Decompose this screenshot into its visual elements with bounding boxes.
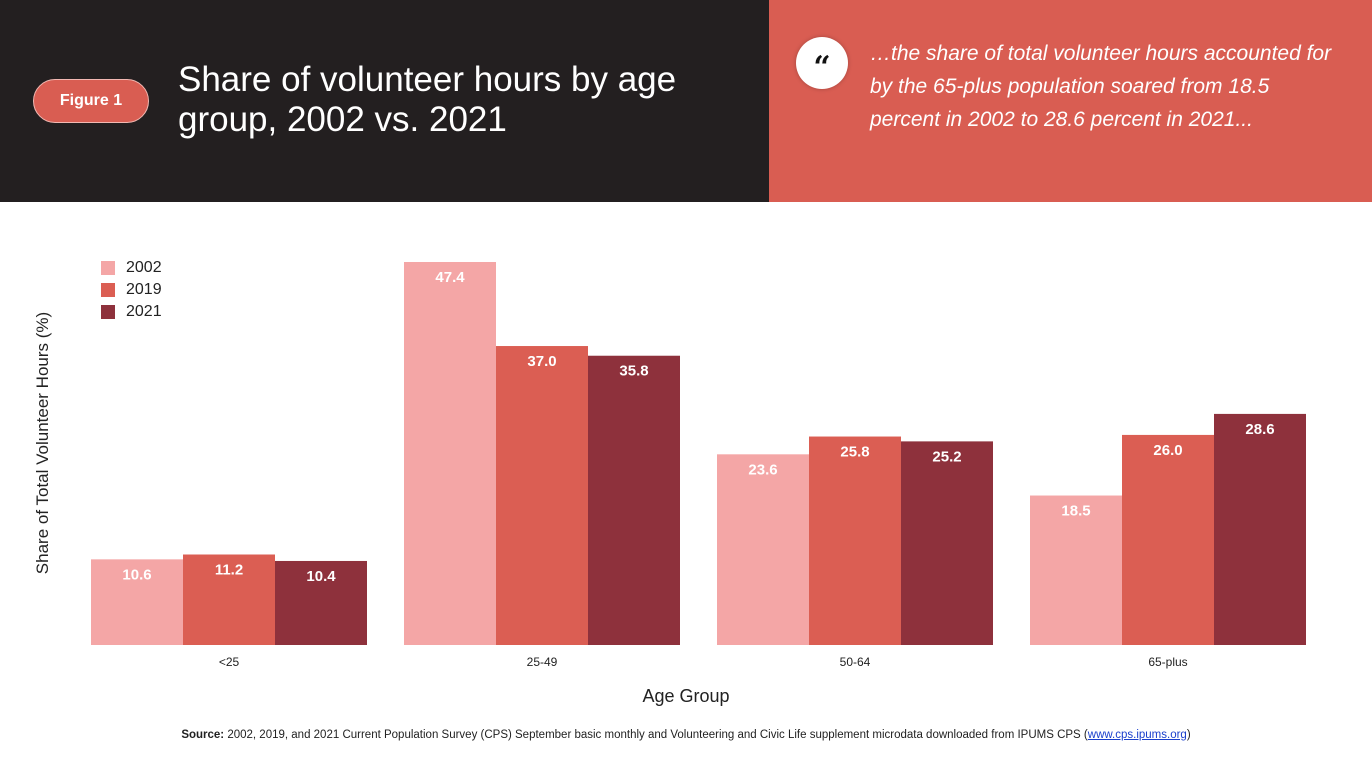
- bar: [588, 355, 680, 645]
- bar: [1030, 495, 1122, 645]
- legend-label: 2002: [126, 259, 162, 276]
- quote-panel: [769, 0, 1372, 202]
- data-label: 11.2: [215, 562, 243, 579]
- bar: [183, 554, 275, 645]
- data-label: 10.6: [122, 566, 151, 583]
- bar: [91, 559, 183, 645]
- source-text: 2002, 2019, and 2021 Current Population …: [224, 729, 1088, 741]
- legend-label: 2019: [126, 281, 162, 298]
- data-label: 35.8: [619, 363, 648, 380]
- bar: [1214, 413, 1306, 645]
- data-label: 26.0: [1153, 442, 1182, 459]
- legend-swatch: [101, 305, 115, 319]
- bar: [717, 454, 809, 645]
- bar: [901, 441, 993, 645]
- header: Figure 1 Share of volunteer hours by age…: [0, 0, 1372, 202]
- legend-item-2021: 2021: [101, 301, 162, 323]
- x-axis-label: Age Group: [642, 686, 730, 706]
- figure-badge: Figure 1: [33, 79, 149, 123]
- data-label: 10.4: [306, 568, 336, 585]
- bar: [275, 560, 367, 645]
- bar: [496, 346, 588, 645]
- data-label: 23.6: [748, 461, 777, 478]
- legend-label: 2021: [126, 303, 162, 320]
- source-label: Source:: [181, 729, 225, 741]
- legend-item-2019: 2019: [101, 279, 162, 301]
- source-link[interactable]: www.cps.ipums.org: [1087, 729, 1187, 741]
- data-label: 25.2: [932, 448, 961, 465]
- data-label: 37.0: [527, 353, 556, 370]
- pull-quote: …the share of total volunteer hours acco…: [870, 42, 1332, 131]
- legend-swatch: [101, 261, 115, 275]
- data-label: 25.8: [840, 444, 869, 461]
- source-end: ): [1186, 729, 1191, 741]
- source-note: Source: 2002, 2019, and 2021 Current Pop…: [0, 729, 1372, 741]
- legend: 2002 2019 2021: [101, 257, 162, 323]
- bar-group: 23.6 25.8 25.2 50-64: [717, 436, 993, 669]
- data-label: 18.5: [1061, 503, 1090, 520]
- bar-group: 10.6 11.2 10.4 <25: [91, 554, 367, 669]
- x-tick-label: 65-plus: [1148, 655, 1187, 669]
- quote-open-icon: “: [796, 37, 848, 89]
- y-axis-label: Share of Total Volunteer Hours (%): [33, 311, 52, 575]
- bar: [809, 436, 901, 645]
- data-label: 28.6: [1245, 421, 1274, 438]
- title-panel: Figure 1 Share of volunteer hours by age…: [0, 0, 769, 202]
- legend-swatch: [101, 283, 115, 297]
- bar: [404, 262, 496, 645]
- x-tick-label: 25-49: [527, 655, 558, 669]
- bar-group: 47.4 37.0 35.8 25-49: [404, 262, 680, 669]
- bar-group: 18.5 26.0 28.6 65-plus: [1030, 413, 1306, 669]
- chart-title: Share of volunteer hours by age group, 2…: [178, 60, 677, 139]
- bar: [1122, 434, 1214, 645]
- data-label: 47.4: [435, 269, 465, 286]
- x-tick-label: <25: [219, 655, 240, 669]
- legend-item-2002: 2002: [101, 257, 162, 279]
- x-tick-label: 50-64: [840, 655, 871, 669]
